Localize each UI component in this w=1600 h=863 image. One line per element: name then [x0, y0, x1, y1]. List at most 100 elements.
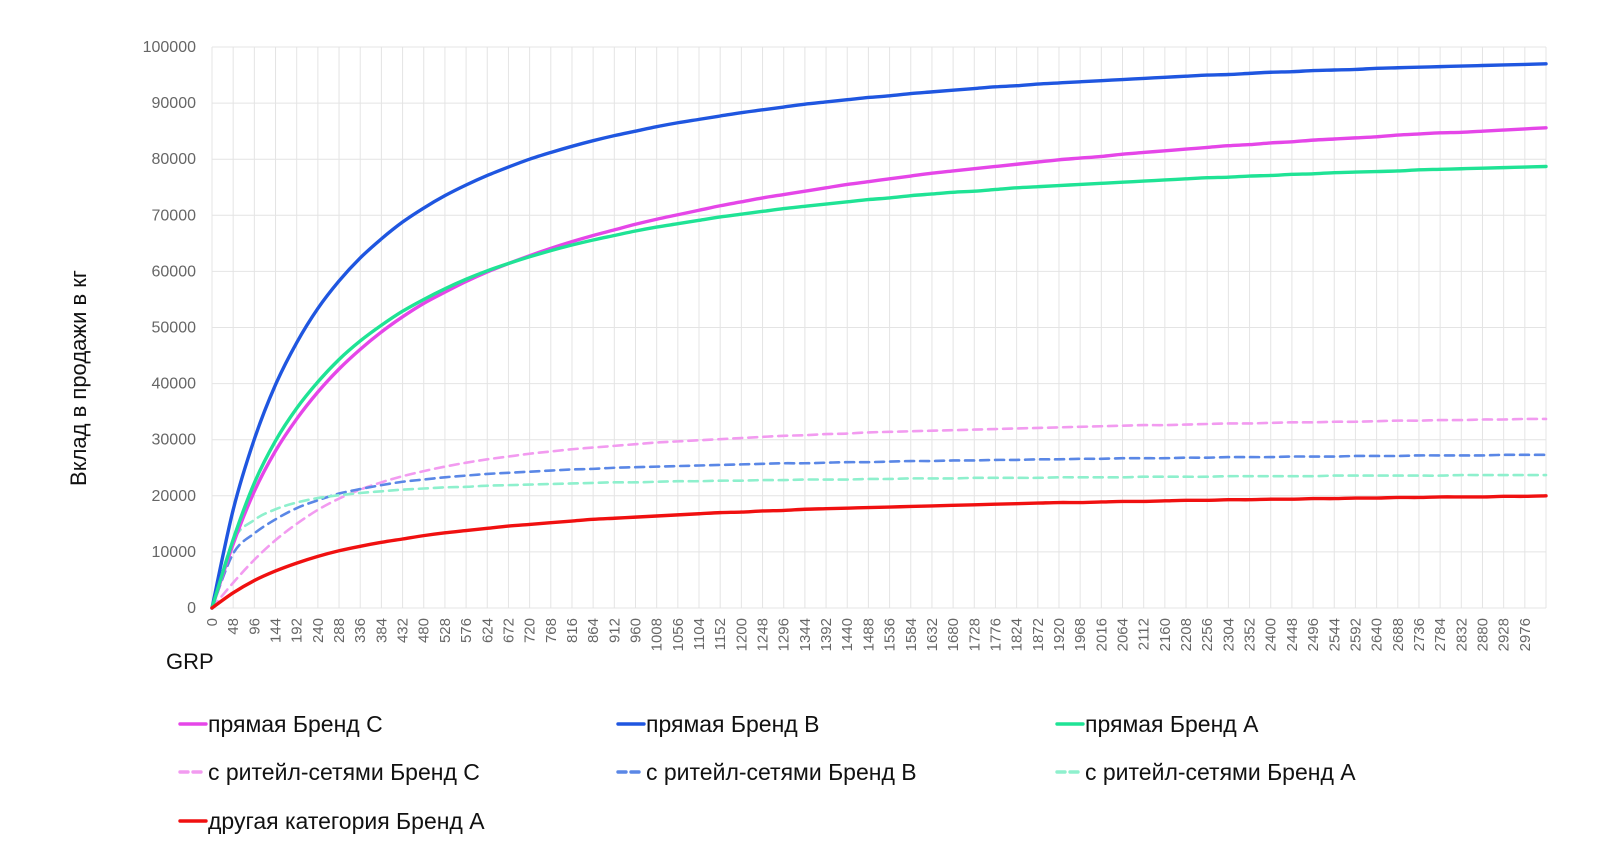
x-tick-label: 2016	[1093, 618, 1110, 651]
legend: прямая Бренд С прямая Бренд В прямая Бренд…	[178, 711, 1356, 834]
x-tick-label: 2304	[1220, 618, 1237, 651]
x-tick-label: 816	[564, 618, 581, 643]
legend-label: прямая Бренд С	[208, 711, 383, 737]
x-tick-label: 2064	[1115, 618, 1132, 651]
x-tick-label: 1968	[1072, 618, 1089, 651]
x-tick-label: 1488	[860, 618, 877, 651]
x-tick-label: 432	[395, 618, 412, 643]
legend-item: с ритейл-сетями Бренд В	[616, 759, 917, 785]
legend-item: прямая Бренд В	[616, 711, 819, 737]
x-tick-label: 288	[331, 618, 348, 643]
x-tick-label: 1680	[945, 618, 962, 651]
legend-label: с ритейл-сетями Бренд А	[1085, 759, 1356, 785]
x-tick-label: 2592	[1347, 618, 1364, 651]
x-tick-label: 624	[479, 618, 496, 643]
legend-label: другая категория Бренд А	[208, 808, 485, 834]
y-tick-label: 0	[187, 600, 196, 617]
series-lines	[210, 62, 1548, 610]
legend-label: прямая Бренд А	[1085, 711, 1259, 737]
x-tick-label: 192	[289, 618, 306, 643]
series-line-5	[210, 453, 1548, 610]
y-tick-label: 60000	[152, 263, 197, 280]
x-axis-title: GRP	[166, 649, 214, 674]
x-tick-label: 672	[500, 618, 517, 643]
x-tick-label: 2688	[1390, 618, 1407, 651]
x-tick-label: 2880	[1474, 618, 1491, 651]
x-tick-label: 1344	[797, 618, 814, 651]
x-tick-label: 1104	[691, 618, 708, 650]
x-tick-label: 1872	[1030, 618, 1047, 651]
x-tick-label: 960	[627, 618, 644, 643]
series-line-1	[210, 126, 1548, 610]
y-tick-label: 70000	[152, 207, 197, 224]
x-tick-label: 768	[543, 618, 560, 643]
x-tick-label: 48	[225, 618, 242, 635]
x-tick-label: 1248	[755, 618, 772, 651]
x-tick-label: 2208	[1178, 618, 1195, 651]
x-tick-label: 1728	[966, 618, 983, 651]
y-tick-label: 10000	[152, 544, 197, 561]
x-tick-label: 864	[585, 618, 602, 643]
x-tick-label: 384	[373, 618, 390, 643]
x-tick-label: 2928	[1496, 618, 1513, 651]
y-tick-label: 80000	[152, 151, 197, 168]
x-tick-label: 0	[204, 618, 221, 626]
y-tick-label: 30000	[152, 432, 197, 449]
x-tick-label: 720	[522, 618, 539, 643]
legend-item: другая категория Бренд А	[178, 808, 485, 834]
x-axis-ticks: 0 48 96 144 192 240 288 336 384 432 480 528 576 624 67…	[204, 618, 1534, 651]
y-axis-title: Вклад в продажи в кг	[66, 270, 91, 486]
y-axis-ticks: 0 10000 20000 30000 40000 50000 60000 70000 8000…	[143, 39, 196, 617]
series-line-2	[210, 62, 1548, 610]
x-tick-label: 2160	[1157, 618, 1174, 651]
y-tick-label: 40000	[152, 376, 197, 393]
x-tick-label: 480	[416, 618, 433, 643]
x-tick-label: 1824	[1009, 618, 1026, 651]
series-line-6	[210, 473, 1548, 610]
x-tick-label: 1200	[733, 618, 750, 651]
x-tick-label: 2352	[1242, 618, 1259, 651]
y-tick-label: 20000	[152, 488, 197, 505]
legend-label: с ритейл-сетями Бренд С	[208, 759, 480, 785]
x-tick-label: 1296	[776, 618, 793, 651]
y-tick-label: 100000	[143, 39, 196, 56]
x-tick-label: 1392	[818, 618, 835, 651]
series-line-7	[210, 494, 1548, 610]
x-tick-label: 2448	[1284, 618, 1301, 651]
x-tick-label: 528	[437, 618, 454, 643]
x-tick-label: 96	[246, 618, 263, 635]
legend-label: с ритейл-сетями Бренд В	[646, 759, 917, 785]
x-tick-label: 1920	[1051, 618, 1068, 651]
x-tick-label: 1440	[839, 618, 856, 651]
x-tick-label: 2976	[1517, 618, 1534, 651]
x-tick-label: 2112	[1136, 618, 1153, 650]
series-line-4	[210, 417, 1548, 610]
x-tick-label: 2832	[1453, 618, 1470, 651]
x-tick-label: 1008	[649, 618, 666, 651]
x-tick-label: 912	[606, 618, 623, 643]
x-tick-label: 2544	[1326, 618, 1343, 651]
x-tick-label: 1536	[882, 618, 899, 651]
legend-item: с ритейл-сетями Бренд А	[1055, 759, 1356, 785]
x-tick-label: 576	[458, 618, 475, 643]
x-tick-label: 2496	[1305, 618, 1322, 651]
x-tick-label: 2736	[1411, 618, 1428, 651]
x-tick-label: 1056	[670, 618, 687, 651]
x-tick-label: 240	[310, 618, 327, 643]
x-tick-label: 2784	[1432, 618, 1449, 651]
legend-item: прямая Бренд А	[1055, 711, 1259, 737]
x-tick-label: 2640	[1369, 618, 1386, 651]
x-tick-label: 2400	[1263, 618, 1280, 651]
legend-item: прямая Бренд С	[178, 711, 383, 737]
y-tick-label: 50000	[152, 320, 197, 337]
x-tick-label: 1632	[924, 618, 941, 651]
x-tick-label: 1776	[987, 618, 1004, 651]
x-tick-label: 1152	[712, 618, 729, 650]
x-tick-label: 1584	[903, 618, 920, 651]
series-line-3	[210, 164, 1548, 610]
x-tick-label: 2256	[1199, 618, 1216, 651]
grid	[211, 46, 1547, 609]
legend-item: с ритейл-сетями Бренд С	[178, 759, 480, 785]
x-tick-label: 336	[352, 618, 369, 643]
